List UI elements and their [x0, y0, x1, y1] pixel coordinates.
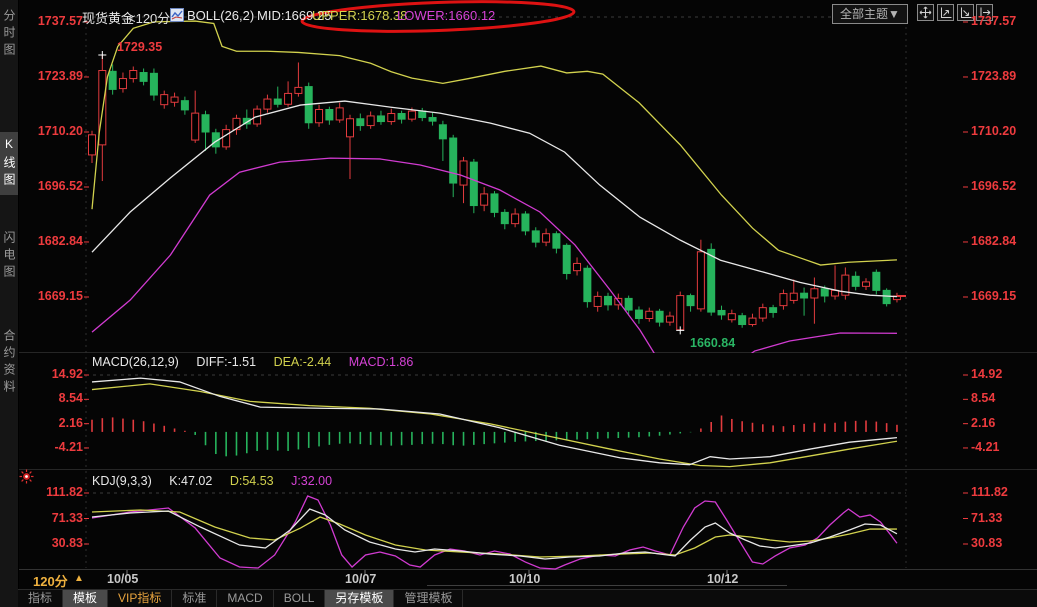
boll-upper-value: UPPER:1678.38: [312, 8, 408, 23]
price-axis-label: 1682.84: [971, 233, 1017, 248]
symbol-title: 现货黄金: [82, 11, 135, 26]
tab-indicators[interactable]: 指标: [18, 590, 64, 607]
interval-tag: <120分>: [128, 11, 178, 26]
sidebar-item-contract-info[interactable]: 合约资料: [2, 329, 16, 397]
price-axis-label: 1669.15: [971, 289, 1017, 303]
price-axis-label: 1669.15: [37, 289, 83, 303]
sidebar-item-timeshare[interactable]: 分时图: [2, 9, 16, 60]
sidebar-item-lightning[interactable]: 闪电图: [2, 231, 16, 282]
price-axis-label: 2.16: [971, 415, 996, 430]
price-axis-label: 1682.84: [37, 233, 83, 248]
kdj-title: KDJ(9,3,3): [92, 474, 152, 488]
candle-series: [88, 55, 901, 331]
price-axis-label: 1723.89: [37, 68, 83, 83]
x-axis-date: 10/05: [107, 572, 139, 586]
tab-macd[interactable]: MACD: [217, 590, 274, 607]
kdj-k-value: K:47.02: [169, 474, 213, 488]
interval-expand-icon[interactable]: ▲: [74, 573, 84, 584]
boll-lower-value: LOWER:1660.12: [397, 8, 496, 23]
sidebar-item-kline[interactable]: K线图: [0, 132, 18, 195]
price-axis-label: 111.82: [971, 485, 1008, 499]
price-axis-label: 30.83: [51, 536, 83, 550]
price-axis-label: 1710.20: [971, 124, 1017, 138]
axis-zoom-in-icon[interactable]: [937, 4, 954, 21]
x-axis-date: 10/10: [509, 572, 541, 586]
kdj-header: KDJ(9,3,3) K:47.02 D:54.53 J:32.00: [92, 474, 346, 488]
macd-histogram: [91, 415, 898, 457]
bottom-tabbar: 指标 模板 VIP指标 标准 MACD BOLL 另存模板 管理模板: [18, 589, 1037, 607]
high-price-label: 1729.35: [117, 40, 163, 54]
tab-vip-indicators[interactable]: VIP指标: [108, 590, 173, 607]
price-axis-label: 14.92: [51, 367, 83, 381]
indicator-chart-icon: [170, 8, 184, 22]
kdj-d-value: D:54.53: [229, 474, 274, 488]
highlight-ellipse-annotation: [300, 0, 576, 33]
price-axis-label: 1696.52: [971, 178, 1017, 193]
indicator-alert-icon[interactable]: [19, 469, 34, 484]
price-axis-label: 1737.57: [971, 14, 1017, 28]
price-axis-label: 71.33: [971, 510, 1003, 525]
price-axis-label: 8.54: [971, 391, 996, 406]
macd-macd-value: MACD:1.86: [348, 355, 414, 369]
price-axis-label: 1723.89: [971, 68, 1017, 83]
price-axis-label: -4.21: [54, 439, 84, 454]
price-axis-label: 1710.20: [37, 124, 83, 138]
price-axis-label: 2.16: [58, 415, 83, 430]
x-axis-date: 10/12: [707, 572, 739, 586]
price-axis-label: 14.92: [971, 367, 1003, 381]
sidebar: 分时图 K线图 闪电图 合约资料: [0, 0, 19, 607]
tab-templates[interactable]: 模板: [63, 590, 109, 607]
kdj-j-value: J:32.00: [291, 474, 333, 488]
shift-right-icon[interactable]: [976, 4, 993, 21]
tab-manage-template[interactable]: 管理模板: [394, 590, 464, 607]
boll-mid-value: MID:1669.25: [257, 8, 332, 23]
price-axis-label: -4.21: [971, 439, 1000, 454]
price-axis-label: 71.33: [51, 510, 83, 525]
macd-diff-value: DIFF:-1.51: [196, 355, 257, 369]
chart-header: 现货黄金 <120分> BOLL(26,2) MID:1669.25 UPPER…: [0, 0, 1037, 30]
tab-standard[interactable]: 标准: [172, 590, 218, 607]
price-axis-label: 1737.57: [37, 14, 83, 28]
price-axis-label: 111.82: [46, 485, 83, 499]
macd-title: MACD(26,12,9): [92, 355, 179, 369]
price-axis-label: 30.83: [971, 536, 1003, 550]
theme-dropdown[interactable]: 全部主题▼: [832, 4, 908, 24]
low-price-label: 1660.84: [690, 336, 736, 350]
pan-move-icon[interactable]: [917, 4, 934, 21]
price-axis-label: 8.54: [58, 391, 83, 406]
tab-boll[interactable]: BOLL: [274, 590, 326, 607]
indicator-name: BOLL(26,2): [187, 8, 255, 23]
price-axis-label: 1696.52: [37, 178, 83, 193]
macd-header: MACD(26,12,9) DIFF:-1.51 DEA:-2.44 MACD:…: [92, 355, 427, 369]
interval-label[interactable]: 120分: [33, 574, 68, 589]
tab-save-template[interactable]: 另存模板: [325, 590, 395, 607]
macd-dea-value: DEA:-2.44: [273, 355, 332, 369]
x-axis-date: 10/07: [345, 572, 377, 586]
axis-zoom-out-icon[interactable]: [957, 4, 974, 21]
